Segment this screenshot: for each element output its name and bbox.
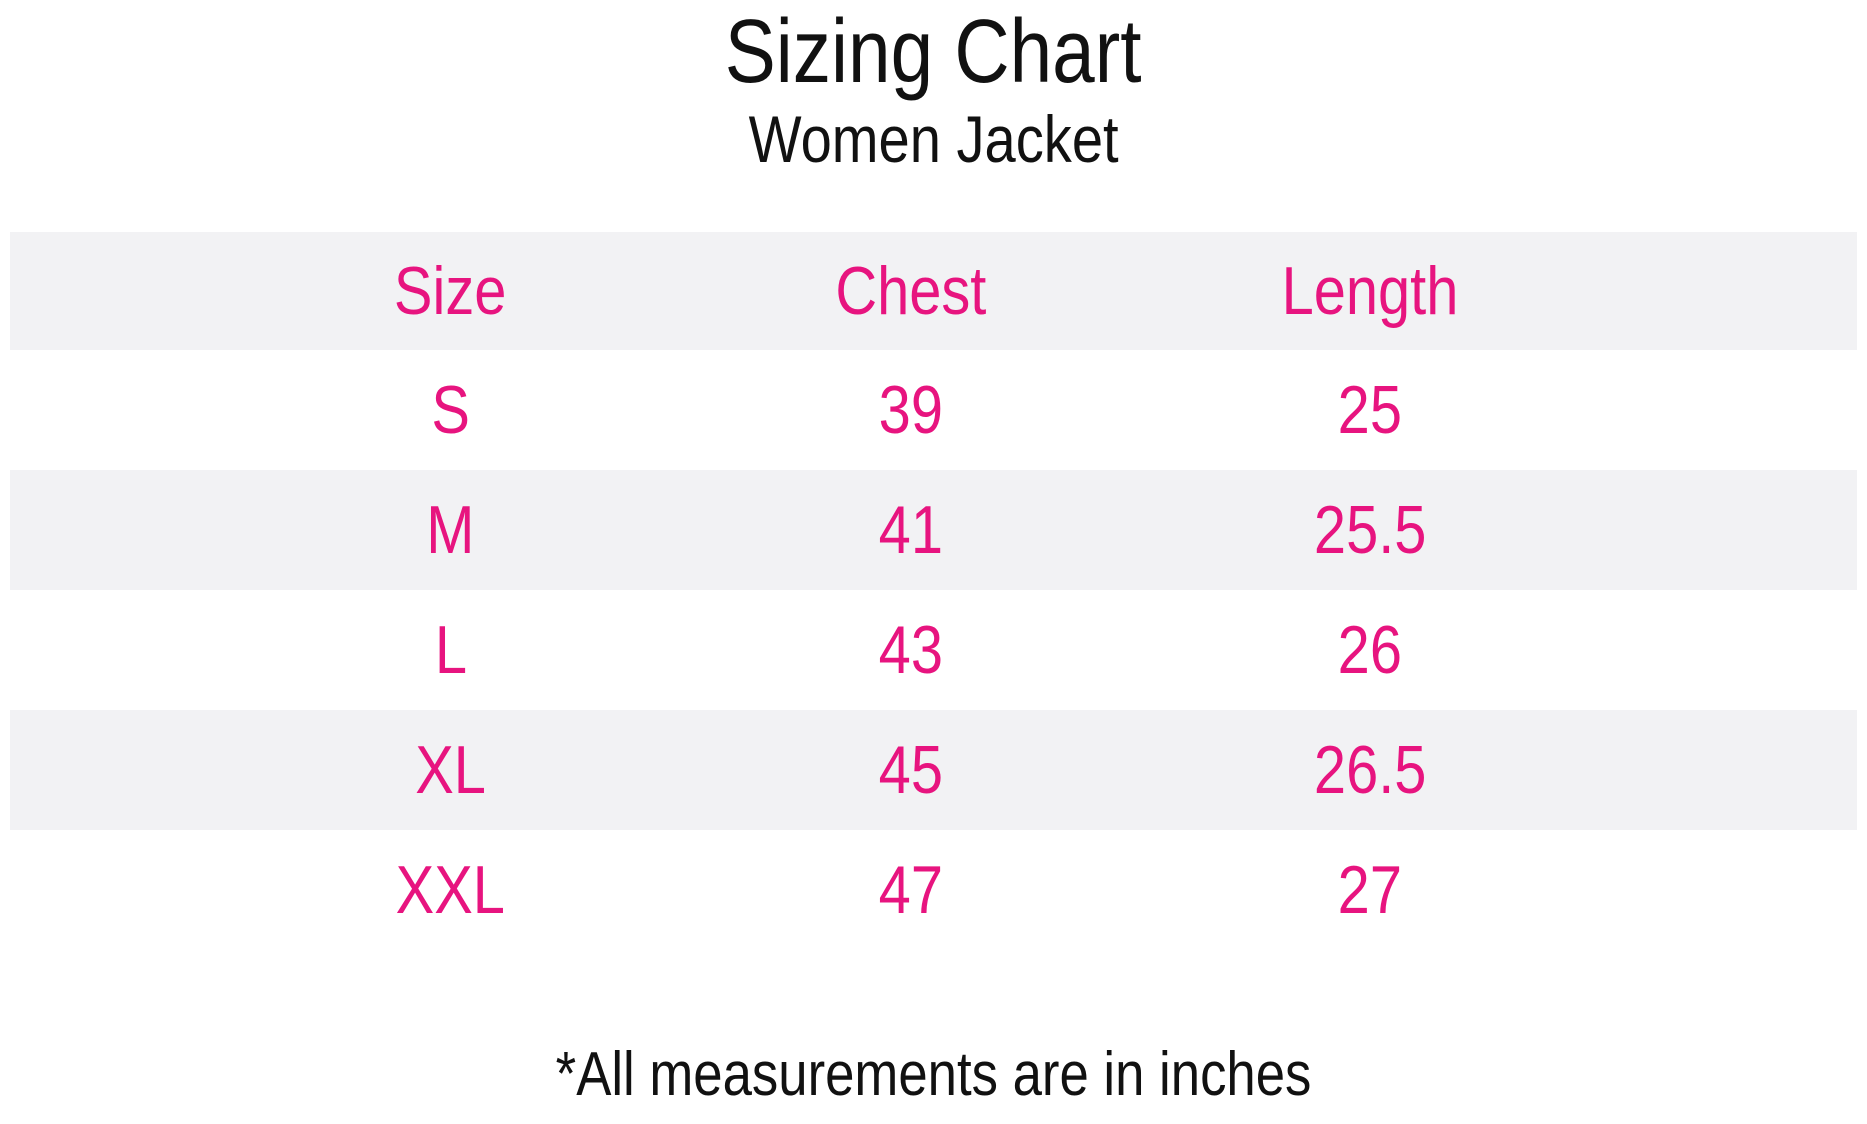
- page-title-text: Sizing Chart: [725, 2, 1142, 102]
- page-subtitle: Women Jacket: [0, 102, 1867, 177]
- cell-size: XXL: [221, 830, 681, 950]
- cell-chest-value: 45: [878, 732, 943, 809]
- row-spacer-right: [1600, 470, 1857, 590]
- row-spacer-left: [10, 710, 221, 830]
- table-row-xl: XL 45 26.5: [10, 710, 1857, 831]
- row-spacer-right: [1600, 590, 1857, 710]
- cell-size: XL: [221, 710, 681, 830]
- column-header-size: Size: [221, 232, 681, 350]
- measurements-note: *All measurements are in inches: [0, 1044, 1867, 1106]
- cell-length-value: 27: [1338, 852, 1403, 929]
- column-header-chest: Chest: [680, 232, 1140, 350]
- row-spacer-left: [10, 470, 221, 590]
- row-spacer-left: [10, 590, 221, 710]
- cell-chest-value: 39: [878, 372, 943, 449]
- column-header-chest-label: Chest: [834, 253, 986, 330]
- cell-chest-value: 41: [878, 492, 943, 569]
- cell-chest: 41: [680, 470, 1140, 590]
- cell-chest-value: 47: [878, 852, 943, 929]
- cell-length-value: 26.5: [1314, 732, 1427, 809]
- cell-size: S: [221, 350, 681, 470]
- cell-chest: 39: [680, 350, 1140, 470]
- cell-size: M: [221, 470, 681, 590]
- header-spacer-left: [10, 232, 221, 350]
- cell-size-value: XXL: [395, 852, 506, 929]
- cell-length: 25.5: [1140, 470, 1600, 590]
- cell-size: L: [221, 590, 681, 710]
- cell-length: 25: [1140, 350, 1600, 470]
- table-header-row: Size Chest Length: [10, 232, 1857, 351]
- cell-chest: 43: [680, 590, 1140, 710]
- header-spacer-right: [1600, 232, 1857, 350]
- cell-chest-value: 43: [878, 612, 943, 689]
- measurements-note-text: *All measurements are in inches: [555, 1040, 1312, 1110]
- cell-length-value: 25: [1338, 372, 1403, 449]
- cell-length: 27: [1140, 830, 1600, 950]
- cell-size-value: XL: [415, 732, 486, 809]
- cell-length: 26: [1140, 590, 1600, 710]
- sizing-table: Size Chest Length S 39 25 M 41 25.5: [10, 232, 1857, 951]
- column-header-length: Length: [1140, 232, 1600, 350]
- page-title: Sizing Chart: [0, 2, 1867, 102]
- row-spacer-left: [10, 350, 221, 470]
- table-row-s: S 39 25: [10, 350, 1857, 471]
- cell-size-value: S: [431, 372, 470, 449]
- cell-length-value: 25.5: [1314, 492, 1427, 569]
- row-spacer-right: [1600, 710, 1857, 830]
- table-row-xxl: XXL 47 27: [10, 830, 1857, 951]
- cell-chest: 47: [680, 830, 1140, 950]
- column-header-length-label: Length: [1281, 253, 1459, 330]
- row-spacer-right: [1600, 350, 1857, 470]
- cell-chest: 45: [680, 710, 1140, 830]
- page-subtitle-text: Women Jacket: [748, 102, 1119, 177]
- table-row-l: L 43 26: [10, 590, 1857, 711]
- title-block: Sizing Chart Women Jacket: [0, 2, 1867, 177]
- row-spacer-left: [10, 830, 221, 950]
- column-header-size-label: Size: [394, 253, 507, 330]
- cell-length-value: 26: [1338, 612, 1403, 689]
- cell-size-value: L: [434, 612, 467, 689]
- cell-length: 26.5: [1140, 710, 1600, 830]
- row-spacer-right: [1600, 830, 1857, 950]
- table-row-m: M 41 25.5: [10, 470, 1857, 591]
- cell-size-value: M: [426, 492, 475, 569]
